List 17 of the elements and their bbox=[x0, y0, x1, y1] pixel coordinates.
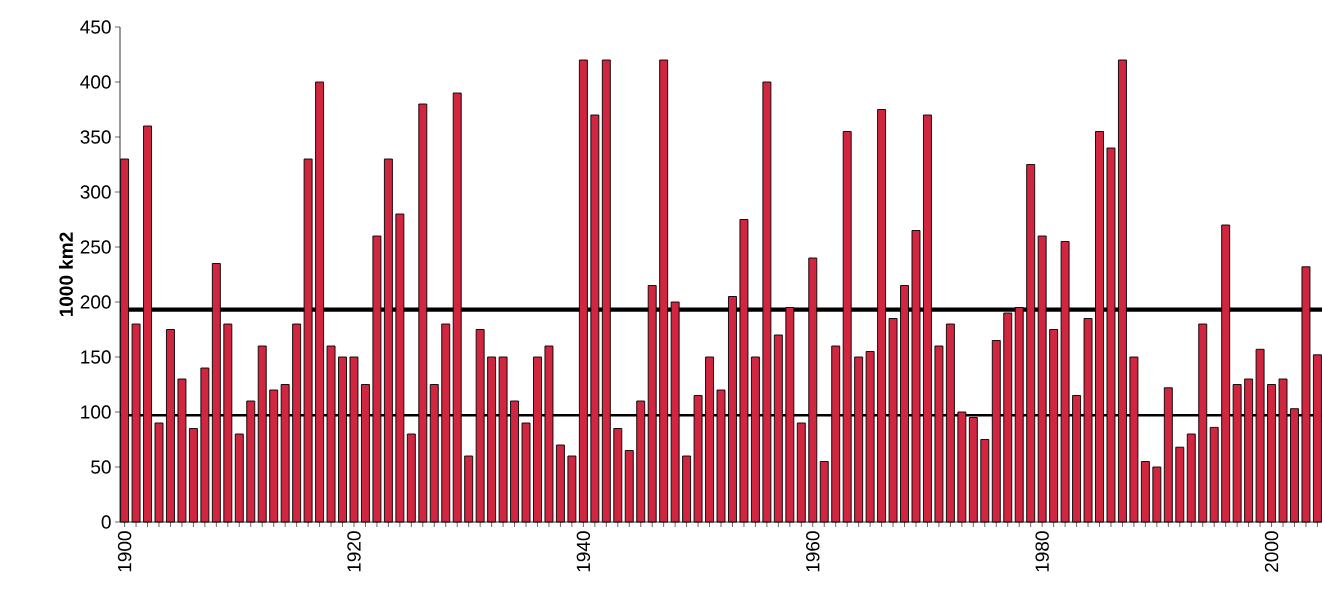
y-tick-label: 200 bbox=[80, 295, 111, 309]
y-tick-label: 0 bbox=[101, 515, 111, 529]
y-tick-label: 450 bbox=[80, 20, 111, 34]
x-tick-label: 2000 bbox=[1264, 531, 1279, 572]
y-axis-title: 1000 km2 bbox=[58, 232, 73, 317]
y-tick-label: 250 bbox=[80, 240, 111, 254]
x-tick-label: 1960 bbox=[806, 531, 820, 572]
y-tick-label: 50 bbox=[91, 460, 111, 474]
x-tick-label: 1920 bbox=[347, 531, 361, 572]
x-tick-label: 1940 bbox=[576, 531, 591, 572]
y-tick-label: 350 bbox=[80, 130, 111, 144]
y-tick-label: 150 bbox=[81, 350, 111, 364]
y-tick-label: 300 bbox=[80, 185, 111, 199]
x-tick-label: 1900 bbox=[117, 531, 132, 572]
y-tick-label: 100 bbox=[81, 405, 111, 419]
y-tick-label: 400 bbox=[80, 75, 111, 89]
x-tick-label: 1980 bbox=[1035, 531, 1049, 572]
